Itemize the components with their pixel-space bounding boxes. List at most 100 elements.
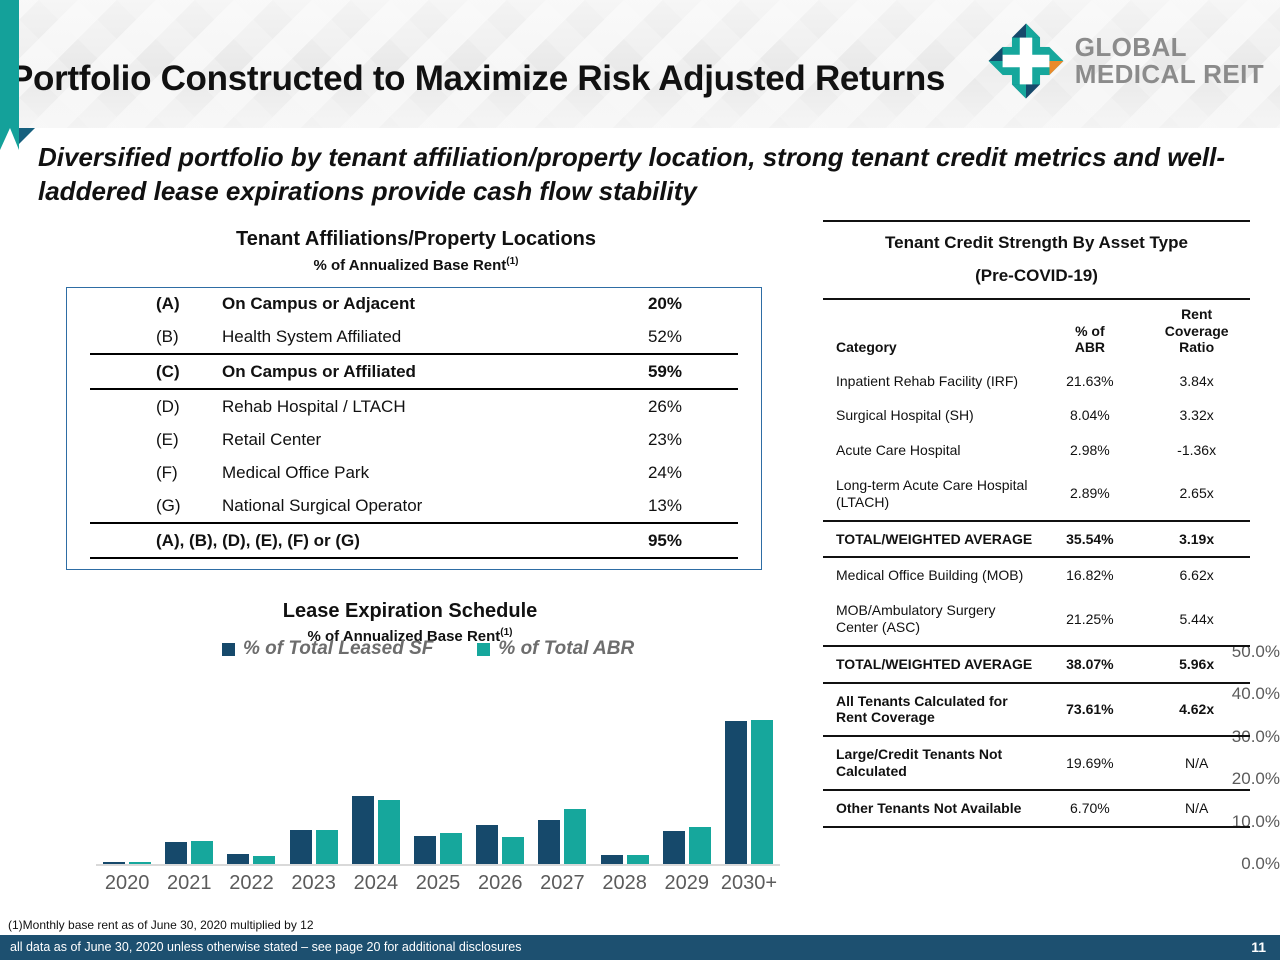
accent-arrow-shadow — [19, 128, 35, 144]
x-axis-tick-label: 2025 — [415, 872, 461, 894]
credit-row-abr: 73.61% — [1036, 681, 1144, 737]
bar-group — [718, 700, 780, 864]
column-header-abr-line2: ABR — [1074, 339, 1106, 356]
x-axis-tick-label: 2029 — [664, 872, 710, 894]
credit-row-rent-coverage-ratio: 3.19x — [1143, 519, 1250, 558]
credit-row-category: Large/Credit Tenants Not Calculated — [823, 735, 1037, 790]
credit-row-category: Acute Care Hospital — [836, 442, 961, 459]
affil-label: National Surgical Operator — [222, 495, 423, 515]
affil-code: (G) — [156, 495, 181, 515]
credit-row-rent-coverage-ratio: N/A — [1143, 735, 1250, 790]
affil-label: On Campus or Adjacent — [222, 293, 416, 313]
chart-bar — [538, 820, 561, 864]
credit-row-category: Medical Office Building (MOB) — [823, 556, 1037, 594]
chart-subtitle-text: % of Annualized Base Rent — [307, 628, 501, 645]
affil-code: (A) — [156, 293, 180, 313]
x-axis-tick-label: 2028 — [602, 872, 647, 894]
credit-row-abr: 6.70% — [1036, 788, 1144, 828]
chart-bar — [253, 855, 276, 864]
credit-row-category: Surgical Hospital (SH) — [836, 407, 974, 424]
chart-title: Lease Expiration Schedule — [282, 600, 538, 622]
legend-item-total-abr: % of Total ABR — [477, 638, 634, 660]
affil-total-value: 95% — [572, 522, 738, 559]
table-row: All Tenants Calculated for Rent Coverage… — [823, 681, 1250, 737]
table-row: Acute Care Hospital 2.98% -1.36x — [823, 433, 1250, 468]
table-row-total: (A), (B), (D), (E), (F) or (G) 95% — [90, 522, 738, 559]
chart-bar — [351, 796, 374, 864]
table-row: (C) On Campus or Affiliated 59% — [90, 353, 738, 390]
chart-baseline-axis — [96, 864, 780, 866]
chart-x-axis-labels: 2020 2021 2022 2023 2024 2025 2026 2027 2028 2029… — [96, 872, 780, 895]
credit-row-abr: 19.69% — [1036, 735, 1144, 790]
table-row: MOB/Ambulatory Surgery Center (ASC) 21.25… — [823, 593, 1250, 646]
credit-row-abr: 2.89% — [1070, 485, 1110, 502]
credit-row-rent-coverage-ratio: 2.65x — [1179, 485, 1214, 502]
credit-row-abr: 21.25% — [1066, 610, 1114, 627]
x-axis-tick-label: 2024 — [353, 872, 399, 894]
bar-group — [220, 700, 282, 864]
chart-footnote-marker: (1) — [500, 627, 513, 638]
table-header-row: Category % of ABR Rent Coverage Ratio — [823, 300, 1250, 364]
chart-subtitle: % of Annualized Base Rent(1) — [60, 627, 760, 645]
table-row: Inpatient Rehab Facility (IRF) 21.63% 3.84… — [823, 364, 1250, 399]
legend-label-total-abr: % of Total ABR — [498, 638, 635, 659]
affil-label: Medical Office Park — [222, 462, 370, 482]
bar-group — [407, 700, 469, 864]
chart-bar — [227, 854, 250, 864]
bar-group — [158, 700, 220, 864]
credit-strength-heading: Tenant Credit Strength By Asset Type — [885, 233, 1188, 252]
chart-bar — [377, 800, 400, 864]
credit-row-category: Other Tenants Not Available — [823, 788, 1037, 828]
credit-row-category: TOTAL/WEIGHTED AVERAGE — [823, 519, 1037, 558]
affil-label: Rehab Hospital / LTACH — [222, 396, 406, 416]
chart-legend: % of Total Leased SF % of Total ABR — [222, 638, 634, 660]
chart-bar — [688, 826, 711, 864]
affil-label: Retail Center — [222, 429, 322, 449]
column-header-rcr-line2: Coverage — [1164, 322, 1229, 339]
footer-page-number: 11 — [1251, 939, 1266, 955]
chart-bar — [129, 862, 152, 864]
affil-value: 26% — [647, 396, 682, 416]
credit-row-rent-coverage-ratio: N/A — [1143, 788, 1250, 828]
footer-disclosure-text: all data as of June 30, 2020 unless othe… — [10, 940, 522, 954]
affil-value: 20% — [647, 293, 682, 313]
affil-code: (C) — [90, 353, 222, 390]
bar-group — [469, 700, 531, 864]
page-footer: all data as of June 30, 2020 unless othe… — [0, 935, 1280, 960]
affil-code: (F) — [156, 462, 178, 482]
page-title: Portfolio Constructed to Maximize Risk A… — [10, 59, 946, 98]
header-background-pattern — [0, 0, 1280, 128]
x-axis-tick-label: 2023 — [291, 872, 336, 894]
left-accent-bar — [0, 0, 19, 128]
legend-label-leased-sf: % of Total Leased SF — [243, 638, 434, 659]
table-row: (B) Health System Affiliated 52% — [90, 320, 738, 354]
table-row: TOTAL/WEIGHTED AVERAGE 35.54% 3.19x — [823, 519, 1250, 558]
chart-bar — [414, 836, 437, 864]
affil-value: 23% — [647, 429, 682, 449]
affiliations-heading: Tenant Affiliations/Property Locations — [235, 228, 597, 250]
credit-row-rent-coverage-ratio: 6.62x — [1143, 556, 1250, 594]
chart-bar — [626, 855, 649, 864]
chart-bar — [103, 862, 126, 864]
table-row: Large/Credit Tenants Not Calculated 19.69… — [823, 735, 1250, 790]
table-row: Long-term Acute Care Hospital (LTACH) 2.8… — [823, 468, 1250, 521]
affil-label: Health System Affiliated — [222, 326, 402, 346]
affil-value: 24% — [647, 462, 682, 482]
chart-bar — [724, 720, 747, 864]
affil-code: (E) — [156, 429, 179, 449]
credit-row-category: TOTAL/WEIGHTED AVERAGE — [823, 644, 1037, 683]
chart-bar — [315, 829, 338, 864]
credit-row-rent-coverage-ratio: -1.36x — [1177, 442, 1217, 459]
company-logo: GLOBAL MEDICAL REIT — [987, 22, 1264, 100]
chart-bar — [289, 830, 312, 864]
medical-cross-logo-icon — [988, 23, 1064, 99]
credit-row-rent-coverage-ratio: 3.84x — [1179, 372, 1214, 389]
affil-code: (B) — [156, 326, 179, 346]
credit-row-abr: 8.04% — [1070, 407, 1110, 424]
credit-strength-table: Category % of ABR Rent Coverage Ratio In… — [823, 300, 1250, 828]
bar-group — [656, 700, 718, 864]
affil-total-label: (A), (B), (D), (E), (F) or (G) — [90, 522, 572, 559]
column-header-rcr-line3: Ratio — [1179, 339, 1215, 356]
column-header-abr-line1: % of — [1075, 322, 1105, 339]
column-header-rent-coverage-ratio: Rent Coverage Ratio — [1143, 300, 1250, 364]
